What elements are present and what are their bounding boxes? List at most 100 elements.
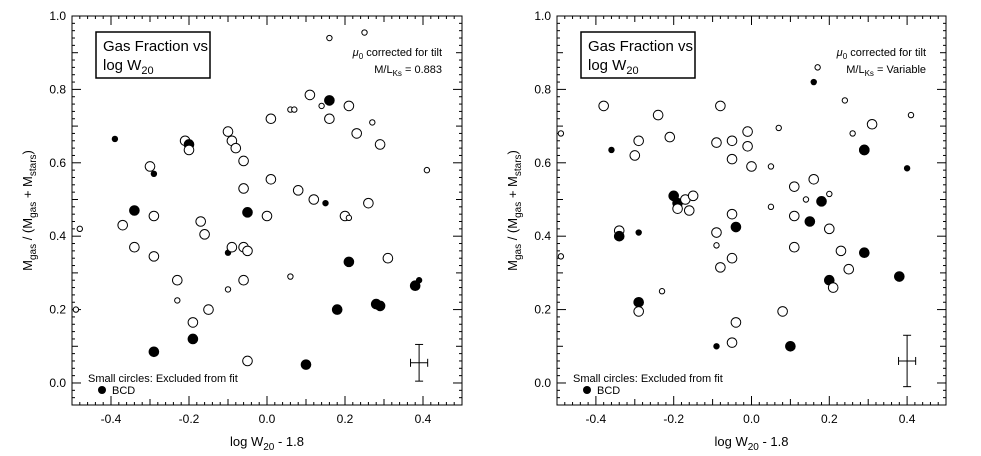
galaxy-point	[726, 337, 738, 348]
x-tick-label: -0.4	[101, 412, 122, 426]
galaxy-point	[148, 210, 160, 222]
bcd-point	[859, 247, 870, 259]
bcd-point	[242, 207, 253, 218]
x-tick-label: -0.2	[663, 412, 684, 426]
x-tick-label: -0.2	[179, 412, 200, 426]
y-axis-label-text: M	[505, 260, 520, 271]
y-axis-label-subscript: gas	[513, 244, 524, 260]
galaxy-point	[187, 317, 199, 328]
chart-title-text: log W	[588, 57, 627, 74]
bcd-point	[322, 199, 329, 207]
bcd-point	[804, 216, 816, 227]
galaxy-point	[629, 150, 641, 161]
galaxy-point	[849, 130, 856, 137]
galaxy-point	[652, 109, 664, 121]
galaxy-point	[222, 126, 234, 137]
galaxy-point	[777, 306, 788, 317]
x-axis-label: log W20 - 1.8	[715, 434, 789, 453]
title-box	[95, 31, 211, 79]
error-bar	[898, 334, 917, 388]
chart-title-subscript: 20	[626, 65, 638, 77]
galaxy-point	[633, 306, 644, 317]
bcd-point	[300, 359, 312, 370]
annotation-subscript: 0	[359, 52, 364, 61]
galaxy-point	[144, 161, 156, 172]
galaxy-point	[775, 124, 782, 132]
chart-title-line1: Gas Fraction vs	[588, 38, 693, 55]
y-tick-label: 0.8	[49, 82, 66, 96]
galaxy-point	[382, 252, 394, 264]
galaxy-point	[788, 210, 800, 222]
y-tick-label: 0.8	[534, 82, 551, 96]
legend-bcd-label: BCD	[112, 385, 135, 397]
x-tick-label: 0.2	[337, 412, 354, 426]
chart-title-line2: log W20	[588, 57, 639, 77]
galaxy-point	[238, 274, 249, 286]
bcd-point	[894, 271, 905, 282]
x-tick-label: 0.4	[899, 412, 916, 426]
galaxy-point	[767, 203, 775, 211]
galaxy-point	[363, 197, 374, 209]
galaxy-point	[238, 155, 249, 167]
chart-panel-2: -0.4 -0.2 0.0 0.2 0.4 0.0 0.2 0.4 0.6 0.8 1.0 log W…	[505, 9, 947, 453]
y-axis-label-subscript: gas	[28, 244, 39, 260]
x-tick-label: 0.0	[743, 412, 760, 426]
bcd-point	[343, 256, 355, 268]
galaxy-point	[345, 214, 353, 222]
bcd-point	[859, 144, 870, 156]
y-axis-label-text: M	[20, 260, 35, 271]
galaxy-point	[195, 216, 206, 227]
y-axis-label-text: + M	[20, 176, 35, 202]
bcd-point	[415, 277, 423, 284]
tilt-annotation: μ0 corrected for tilt	[836, 47, 926, 61]
galaxy-point	[324, 113, 335, 125]
galaxy-point	[827, 282, 839, 293]
bcd-point	[129, 205, 140, 216]
galaxy-point	[226, 241, 238, 253]
y-axis-label-subscript: stars	[513, 154, 524, 176]
galaxy-point	[687, 190, 699, 202]
x-axis-label-subscript: 20	[263, 442, 275, 453]
galaxy-point	[726, 153, 738, 165]
y-axis-label-text: + M	[505, 176, 520, 202]
galaxy-point	[802, 196, 810, 203]
galaxy-point	[907, 111, 915, 119]
x-axis-label-text: - 1.8	[759, 434, 789, 449]
galaxy-point	[292, 185, 304, 196]
annotation-subscript: Ks	[865, 69, 874, 78]
x-axis-label-text: log W	[715, 434, 749, 449]
bcd-point	[903, 165, 911, 172]
y-tick-label: 0.2	[49, 303, 66, 317]
annotation-subscript: 0	[843, 52, 848, 61]
legend-small-circles: Small circles: Excluded from fit	[88, 373, 238, 385]
galaxy-point	[242, 245, 253, 257]
x-tick-label: 0.4	[415, 412, 432, 426]
annotation-text: μ	[352, 47, 359, 59]
galaxy-point	[746, 161, 757, 172]
galaxy-point	[148, 251, 160, 262]
galaxy-point	[369, 119, 376, 126]
annotation-text: M/L	[374, 64, 392, 76]
x-tick-label: 0.0	[259, 412, 276, 426]
data-points	[72, 29, 431, 370]
y-axis-label-text: / (M	[20, 218, 35, 244]
bcd-point	[608, 146, 615, 154]
galaxy-point	[230, 142, 242, 154]
galaxy-point	[304, 89, 316, 101]
galaxy-point	[129, 241, 140, 253]
x-tick-label: -0.4	[586, 412, 607, 426]
x-axis-label: log W20 - 1.8	[230, 434, 304, 453]
galaxy-point	[117, 219, 128, 231]
error-bar	[410, 343, 429, 382]
galaxy-point	[238, 183, 249, 194]
bcd-point	[148, 346, 160, 358]
y-tick-label: 1.0	[49, 9, 66, 23]
galaxy-point	[291, 106, 298, 113]
bcd-point	[374, 300, 386, 312]
galaxy-point	[172, 274, 183, 286]
galaxy-point	[814, 64, 821, 71]
galaxy-point	[351, 128, 363, 139]
y-tick-label: 0.4	[534, 229, 551, 243]
galaxy-point	[824, 223, 835, 235]
